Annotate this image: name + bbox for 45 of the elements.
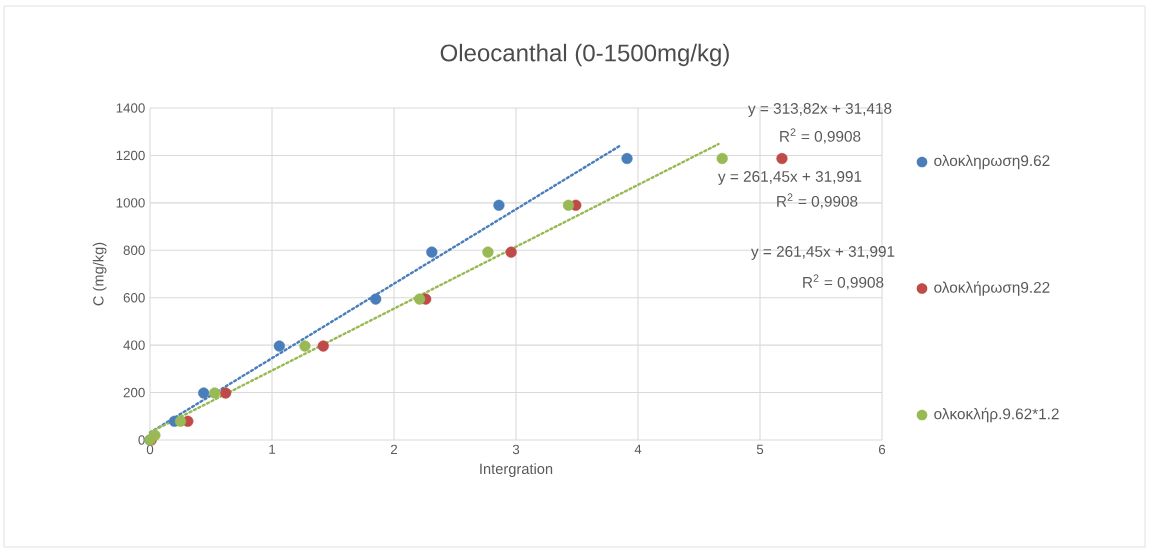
point — [482, 246, 494, 258]
annotation: y = 313,82x + 31,418 — [748, 103, 892, 117]
legend-label: ολοκλήρωση9.22 — [934, 281, 1050, 296]
point — [505, 246, 517, 258]
point — [621, 152, 633, 165]
x-axis-title: Intergration — [480, 463, 553, 477]
point — [149, 429, 161, 441]
x-tick-label: 3 — [512, 444, 520, 455]
point — [317, 340, 329, 352]
y-tick-label: 200 — [123, 387, 145, 398]
y-axis-title: C (mg/kg) — [92, 242, 107, 306]
legend-label: ολοκληρωση9.62 — [934, 154, 1050, 170]
y-tick-label: 0 — [138, 435, 145, 445]
point — [220, 387, 232, 399]
x-tick-label: 2 — [390, 444, 398, 455]
annotation: y = 261,45x + 31,991 — [751, 246, 895, 260]
y-tick-label: 800 — [123, 245, 145, 255]
x-tick-label: 0 — [146, 444, 154, 455]
x-tick-label: 1 — [269, 444, 276, 454]
point — [273, 340, 285, 352]
annotation: R$^{2}$ = 0,9908 — [780, 128, 861, 144]
y-tick-label: 1400 — [116, 103, 145, 113]
annotation: R$^{2}$ = 0,9908 — [803, 274, 884, 290]
point — [209, 387, 221, 399]
point — [174, 415, 187, 427]
x-tick-label: 5 — [756, 444, 764, 454]
point — [716, 152, 728, 165]
y-tick-label: 1000 — [116, 198, 145, 208]
annotation: y = 261,45x + 31,991 — [718, 171, 862, 185]
point — [776, 152, 788, 165]
y-tick-label: 400 — [123, 340, 145, 350]
point — [414, 293, 426, 305]
x-tick-label: 6 — [878, 444, 886, 455]
y-tick-label: 600 — [123, 292, 145, 303]
point — [198, 387, 210, 399]
annotation: R$^{2}$ = 0,9908 — [777, 193, 858, 209]
chart-title: Oleocanthal (0-1500mg/kg) — [440, 43, 729, 67]
point — [562, 199, 575, 211]
point — [493, 199, 505, 211]
point — [426, 246, 438, 258]
x-tick-label: 4 — [634, 444, 642, 454]
point — [299, 340, 311, 352]
y-tick-label: 1200 — [116, 150, 145, 161]
point — [370, 293, 382, 305]
legend-label: ολκοκλήρ.9.62*1.2 — [934, 407, 1059, 423]
